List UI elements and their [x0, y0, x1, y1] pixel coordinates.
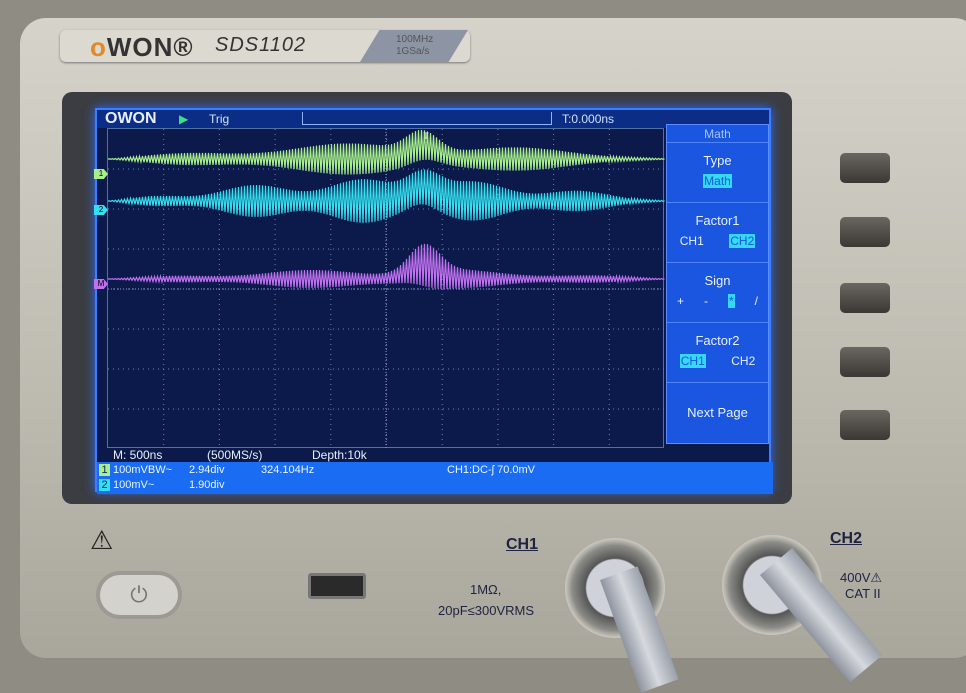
menu-factor1[interactable]: Factor1 CH1 CH2 [667, 203, 768, 263]
menu-button-3[interactable] [840, 283, 890, 313]
ch2-cat: CAT II [845, 586, 881, 601]
ch2-marker[interactable]: 2 [94, 205, 108, 215]
menu-button-2[interactable] [840, 217, 890, 247]
menu-title: Math [667, 125, 768, 143]
ch1-marker[interactable]: 1 [94, 169, 108, 179]
menu-factor2[interactable]: Factor2 CH1 CH2 [667, 323, 768, 383]
factor1-ch2: CH2 [729, 234, 756, 248]
waveform-grid: T 1 2 M [94, 128, 665, 449]
menu-next-page[interactable]: Next Page [687, 405, 748, 420]
spec-label: 100MHz 1GSa/s [360, 30, 468, 62]
ch2-scale: 100mV~ [113, 479, 155, 491]
menu-button-5[interactable] [840, 410, 890, 440]
bottom-status: M: 500ns (500MS/s) Depth:10k 1 100mVBW~ … [97, 448, 773, 494]
trigger-position-icon: T [423, 131, 429, 141]
menu-button-1[interactable] [840, 153, 890, 183]
sign-multiply: * [727, 294, 735, 308]
memory-depth: Depth:10k [312, 448, 367, 462]
run-icon: ▶ [179, 112, 189, 126]
ch1-frequency: 324.104Hz [261, 464, 315, 476]
type-value: Math [703, 174, 732, 188]
menu-type[interactable]: Type Math [667, 143, 768, 203]
timebase: M: 500ns [113, 448, 163, 462]
factor1-ch1: CH1 [679, 234, 704, 248]
ch1-rating: 20pF≤300VRMS [438, 603, 535, 618]
ch2-label: CH2 [830, 530, 863, 547]
run-state: Trig [209, 112, 230, 126]
memory-position-bar [302, 112, 552, 125]
sample-rate: (500MS/s) [207, 448, 263, 462]
usb-port [308, 573, 366, 599]
ch2-badge: 2 [99, 479, 110, 491]
warning-icon: ⚠ [90, 525, 114, 555]
ch1-badge: 1 [99, 464, 110, 476]
factor2-ch2: CH2 [731, 354, 756, 368]
top-status-bar: OWON ▶ Trig T:0.000ns [97, 110, 769, 128]
ch1-scale: 100mVBW~ [113, 464, 172, 476]
ch1-waveform [108, 129, 665, 175]
menu-sign[interactable]: Sign + - * / [667, 263, 768, 323]
menu-button-4[interactable] [840, 347, 890, 377]
ch2-offset: 1.90div [189, 479, 225, 491]
ch2-waveform [108, 169, 665, 223]
ch1-impedance: 1MΩ, [470, 582, 502, 597]
brand-logo: oWON® [90, 32, 194, 62]
ch1-label: CH1 [506, 536, 539, 553]
ch1-offset: 2.94div [189, 464, 225, 476]
sign-plus: + [676, 294, 684, 308]
trigger-time: T:0.000ns [562, 112, 615, 126]
trigger-info: CH1:DC-ʃ 70.0mV [447, 464, 536, 476]
screen-logo: OWON [105, 110, 157, 127]
model-label: SDS1102 [215, 34, 307, 56]
math-marker[interactable]: M [94, 279, 108, 289]
sign-minus: - [703, 294, 708, 308]
lcd-screen: OWON ▶ Trig T:0.000ns T 1 2 M Math Type M… [94, 108, 773, 494]
math-waveform [108, 243, 665, 289]
waveform-display: T [108, 129, 665, 449]
sign-divide: / [754, 294, 758, 308]
math-menu: Math Type Math Factor1 CH1 CH2 Sign + - * / Fac… [666, 124, 769, 444]
power-button[interactable]: ⏻ [100, 575, 178, 615]
brand-bar: oWON® SDS1102 100MHz 1GSa/s [60, 30, 470, 62]
channel-info-bar: 1 100mVBW~ 2.94div 324.104Hz CH1:DC-ʃ 70… [97, 462, 773, 494]
factor2-ch1: CH1 [679, 354, 706, 368]
ch2-rating: 400V⚠ [840, 570, 883, 585]
